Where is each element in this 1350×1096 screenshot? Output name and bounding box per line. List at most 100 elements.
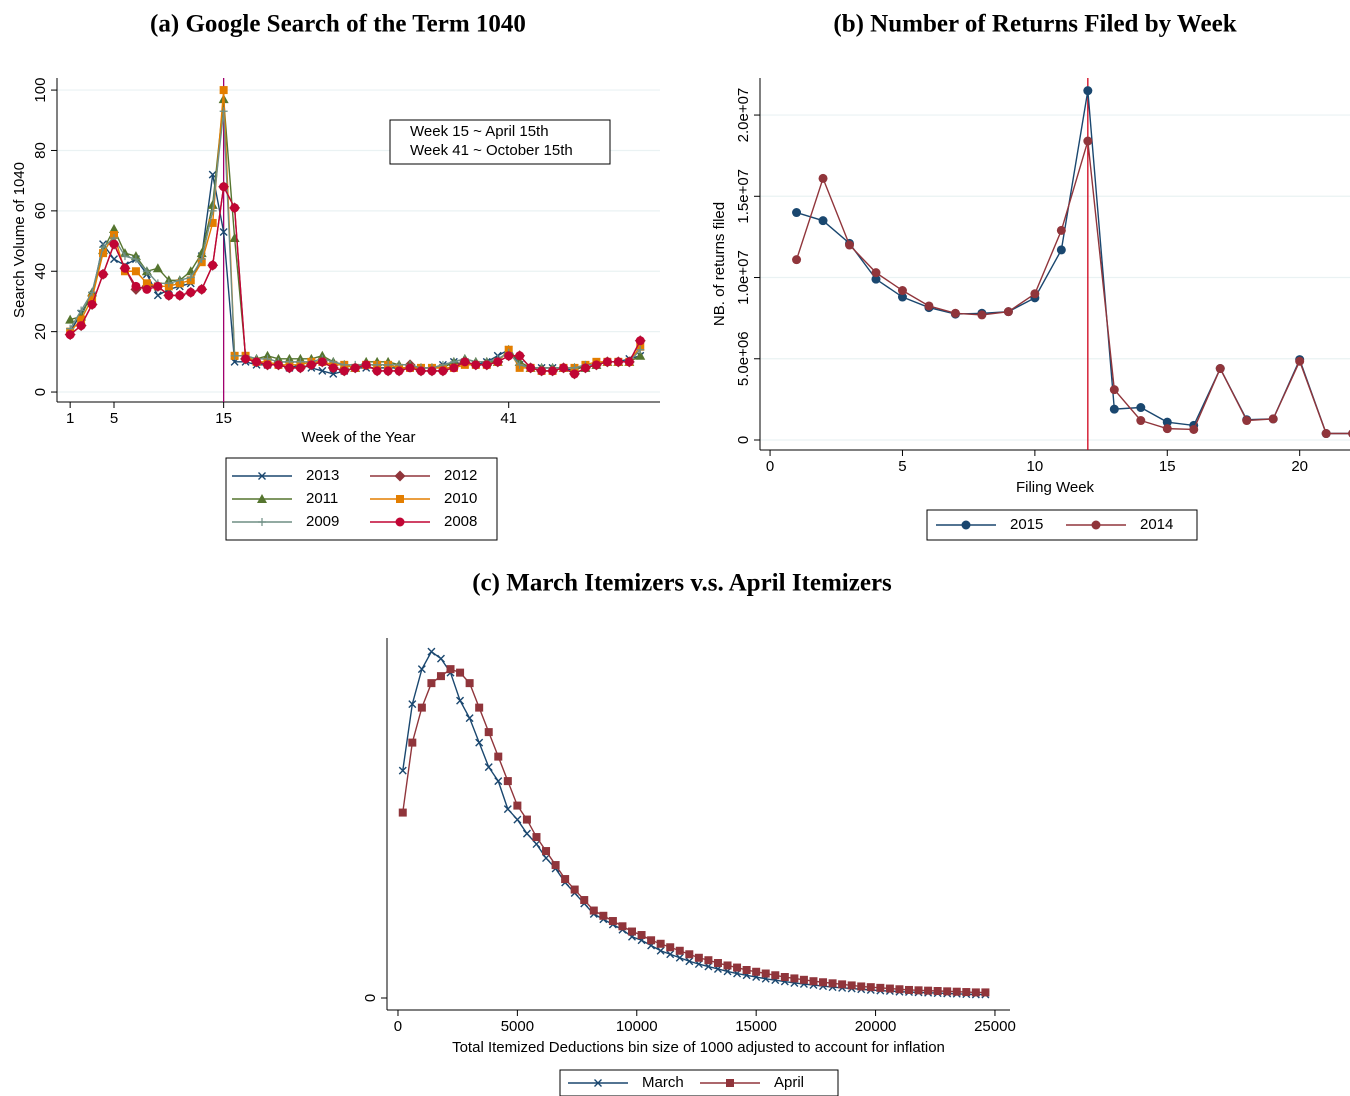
- marker: [666, 950, 675, 959]
- y-tick-label: 40: [32, 263, 49, 280]
- marker: [637, 931, 646, 940]
- marker: [866, 983, 875, 992]
- marker: [456, 696, 465, 705]
- marker: [208, 218, 217, 227]
- marker: [295, 363, 305, 373]
- marker: [120, 263, 130, 273]
- chart-title: (a) Google Search of the Term 1040: [150, 11, 526, 38]
- marker: [532, 840, 541, 849]
- marker: [503, 805, 512, 814]
- marker: [1083, 136, 1093, 146]
- marker: [733, 963, 742, 972]
- marker: [110, 255, 119, 264]
- legend-label: 2009: [306, 513, 339, 530]
- x-axis-label: Week of the Year: [302, 429, 416, 446]
- marker: [599, 911, 608, 920]
- marker: [532, 833, 541, 842]
- y-tick-label: 0: [32, 388, 49, 396]
- marker: [726, 1079, 734, 1087]
- x-axis-label: Total Itemized Deductions bin size of 10…: [452, 1039, 945, 1056]
- marker: [675, 946, 684, 955]
- marker: [656, 946, 665, 955]
- marker: [131, 267, 140, 276]
- marker: [361, 360, 371, 370]
- marker: [685, 950, 694, 959]
- marker: [109, 223, 120, 233]
- marker: [396, 495, 404, 503]
- marker: [465, 714, 474, 723]
- marker: [219, 182, 229, 192]
- marker: [977, 310, 987, 320]
- marker: [1268, 414, 1278, 424]
- marker: [792, 208, 802, 218]
- marker: [685, 957, 694, 966]
- marker: [761, 969, 770, 978]
- marker: [871, 274, 881, 284]
- marker: [1136, 403, 1146, 413]
- x-tick-label: 15: [1159, 458, 1176, 475]
- marker: [427, 366, 437, 376]
- marker: [494, 752, 503, 761]
- marker: [88, 294, 97, 303]
- marker: [542, 854, 551, 863]
- marker: [933, 987, 942, 996]
- marker: [924, 301, 934, 311]
- x-axis-label: Filing Week: [1016, 479, 1095, 496]
- marker: [383, 366, 393, 376]
- marker: [1091, 520, 1101, 530]
- marker: [1003, 307, 1013, 317]
- x-tick-label: 10: [1027, 458, 1044, 475]
- legend-label: 2012: [444, 467, 477, 484]
- marker: [219, 107, 228, 116]
- marker: [1162, 424, 1172, 434]
- marker: [339, 366, 349, 376]
- marker: [197, 255, 206, 264]
- marker: [1056, 245, 1066, 255]
- marker: [427, 679, 436, 688]
- y-tick-label: 60: [32, 203, 49, 220]
- y-tick-label: 100: [32, 78, 49, 103]
- y-axis-label: NB. of returns filed: [711, 202, 728, 326]
- marker: [895, 985, 904, 994]
- legend-label: April: [774, 1074, 804, 1091]
- marker: [142, 279, 151, 288]
- marker: [952, 987, 961, 996]
- marker: [87, 299, 97, 309]
- y-tick-label: 0: [362, 994, 379, 1002]
- y-tick-label: 5.0e+06: [735, 331, 752, 386]
- marker: [513, 815, 522, 824]
- marker: [175, 290, 185, 300]
- marker: [627, 927, 636, 936]
- y-tick-label: 1.0e+07: [735, 250, 752, 305]
- marker: [219, 228, 228, 236]
- x-tick-label: 1: [66, 410, 74, 427]
- marker: [417, 703, 426, 712]
- marker: [405, 363, 415, 373]
- marker: [675, 953, 684, 962]
- marker: [608, 917, 617, 926]
- marker: [636, 345, 645, 354]
- marker: [395, 517, 405, 527]
- marker: [98, 269, 108, 279]
- marker: [838, 980, 847, 989]
- marker: [76, 321, 86, 331]
- marker: [1242, 416, 1252, 426]
- marker: [618, 922, 627, 931]
- marker: [1109, 404, 1119, 414]
- marker: [742, 966, 751, 975]
- marker: [484, 728, 493, 737]
- marker: [780, 973, 789, 982]
- marker: [273, 360, 283, 370]
- legend-label: 2015: [1010, 516, 1043, 533]
- x-tick-label: 20: [1291, 458, 1308, 475]
- marker: [792, 255, 802, 265]
- marker: [713, 959, 722, 968]
- marker: [394, 366, 404, 376]
- marker: [613, 357, 623, 367]
- marker: [152, 263, 163, 273]
- marker: [482, 360, 492, 370]
- marker: [897, 286, 907, 296]
- marker: [569, 369, 579, 379]
- marker: [818, 216, 828, 226]
- marker: [526, 363, 536, 373]
